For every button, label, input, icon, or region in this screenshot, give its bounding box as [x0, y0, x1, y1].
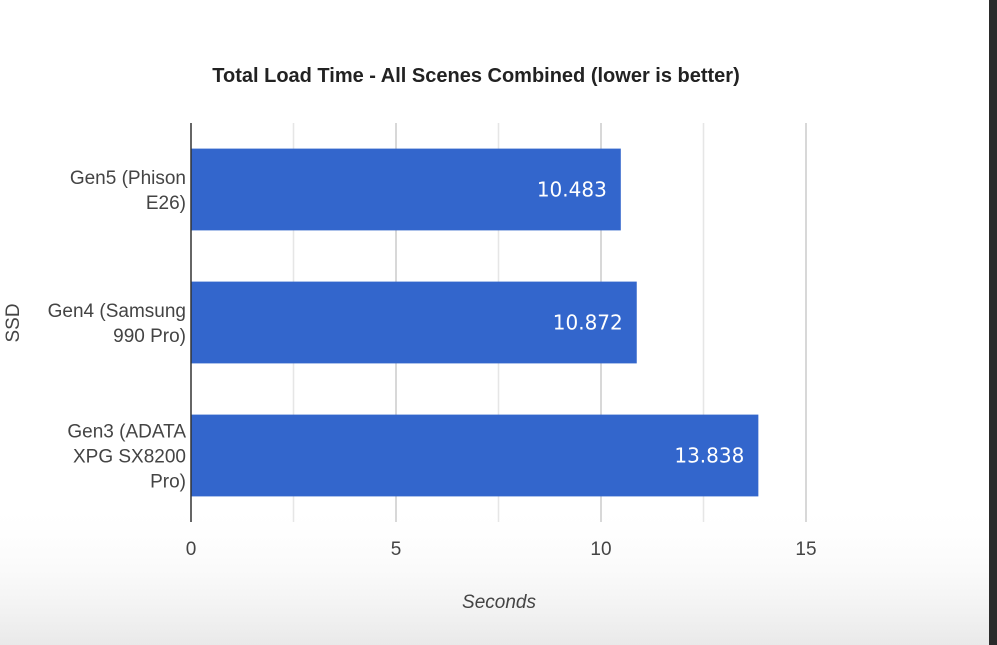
- category-label-3: Pro): [150, 472, 186, 493]
- x-axis-title: Seconds: [462, 592, 536, 613]
- right-edge-strip: [989, 0, 997, 645]
- data-label-1: 10.483: [537, 178, 607, 202]
- category-label-3: XPG SX8200: [73, 447, 186, 468]
- data-label-3: 13.838: [674, 444, 744, 468]
- chart-title: Total Load Time - All Scenes Combined (l…: [212, 65, 740, 87]
- x-tick-label: 10: [590, 539, 611, 560]
- category-labels: Gen5 (Phison E26) Gen4 (Samsung 990 Pro) Gen…: [48, 168, 187, 493]
- data-label-2: 10.872: [553, 311, 623, 335]
- x-tick-label: 0: [186, 539, 197, 560]
- category-label-1: Gen5 (Phison: [70, 168, 186, 189]
- data-labels: 10.483 10.872 13.838: [537, 178, 745, 468]
- category-label-2: Gen4 (Samsung: [48, 301, 186, 322]
- category-label-2: 990 Pro): [113, 326, 186, 347]
- bottom-shade: [0, 500, 997, 645]
- bar-1: [191, 148, 621, 231]
- x-tick-label: 5: [391, 539, 402, 560]
- y-axis-title: SSD: [3, 303, 24, 342]
- x-tick-labels: 0 5 10 15: [186, 539, 817, 560]
- bars: [191, 148, 759, 497]
- x-tick-label: 15: [795, 539, 816, 560]
- bar-2: [191, 281, 637, 364]
- bar-3: [191, 414, 759, 497]
- category-label-3: Gen3 (ADATA: [67, 422, 186, 443]
- category-label-1: E26): [146, 193, 186, 214]
